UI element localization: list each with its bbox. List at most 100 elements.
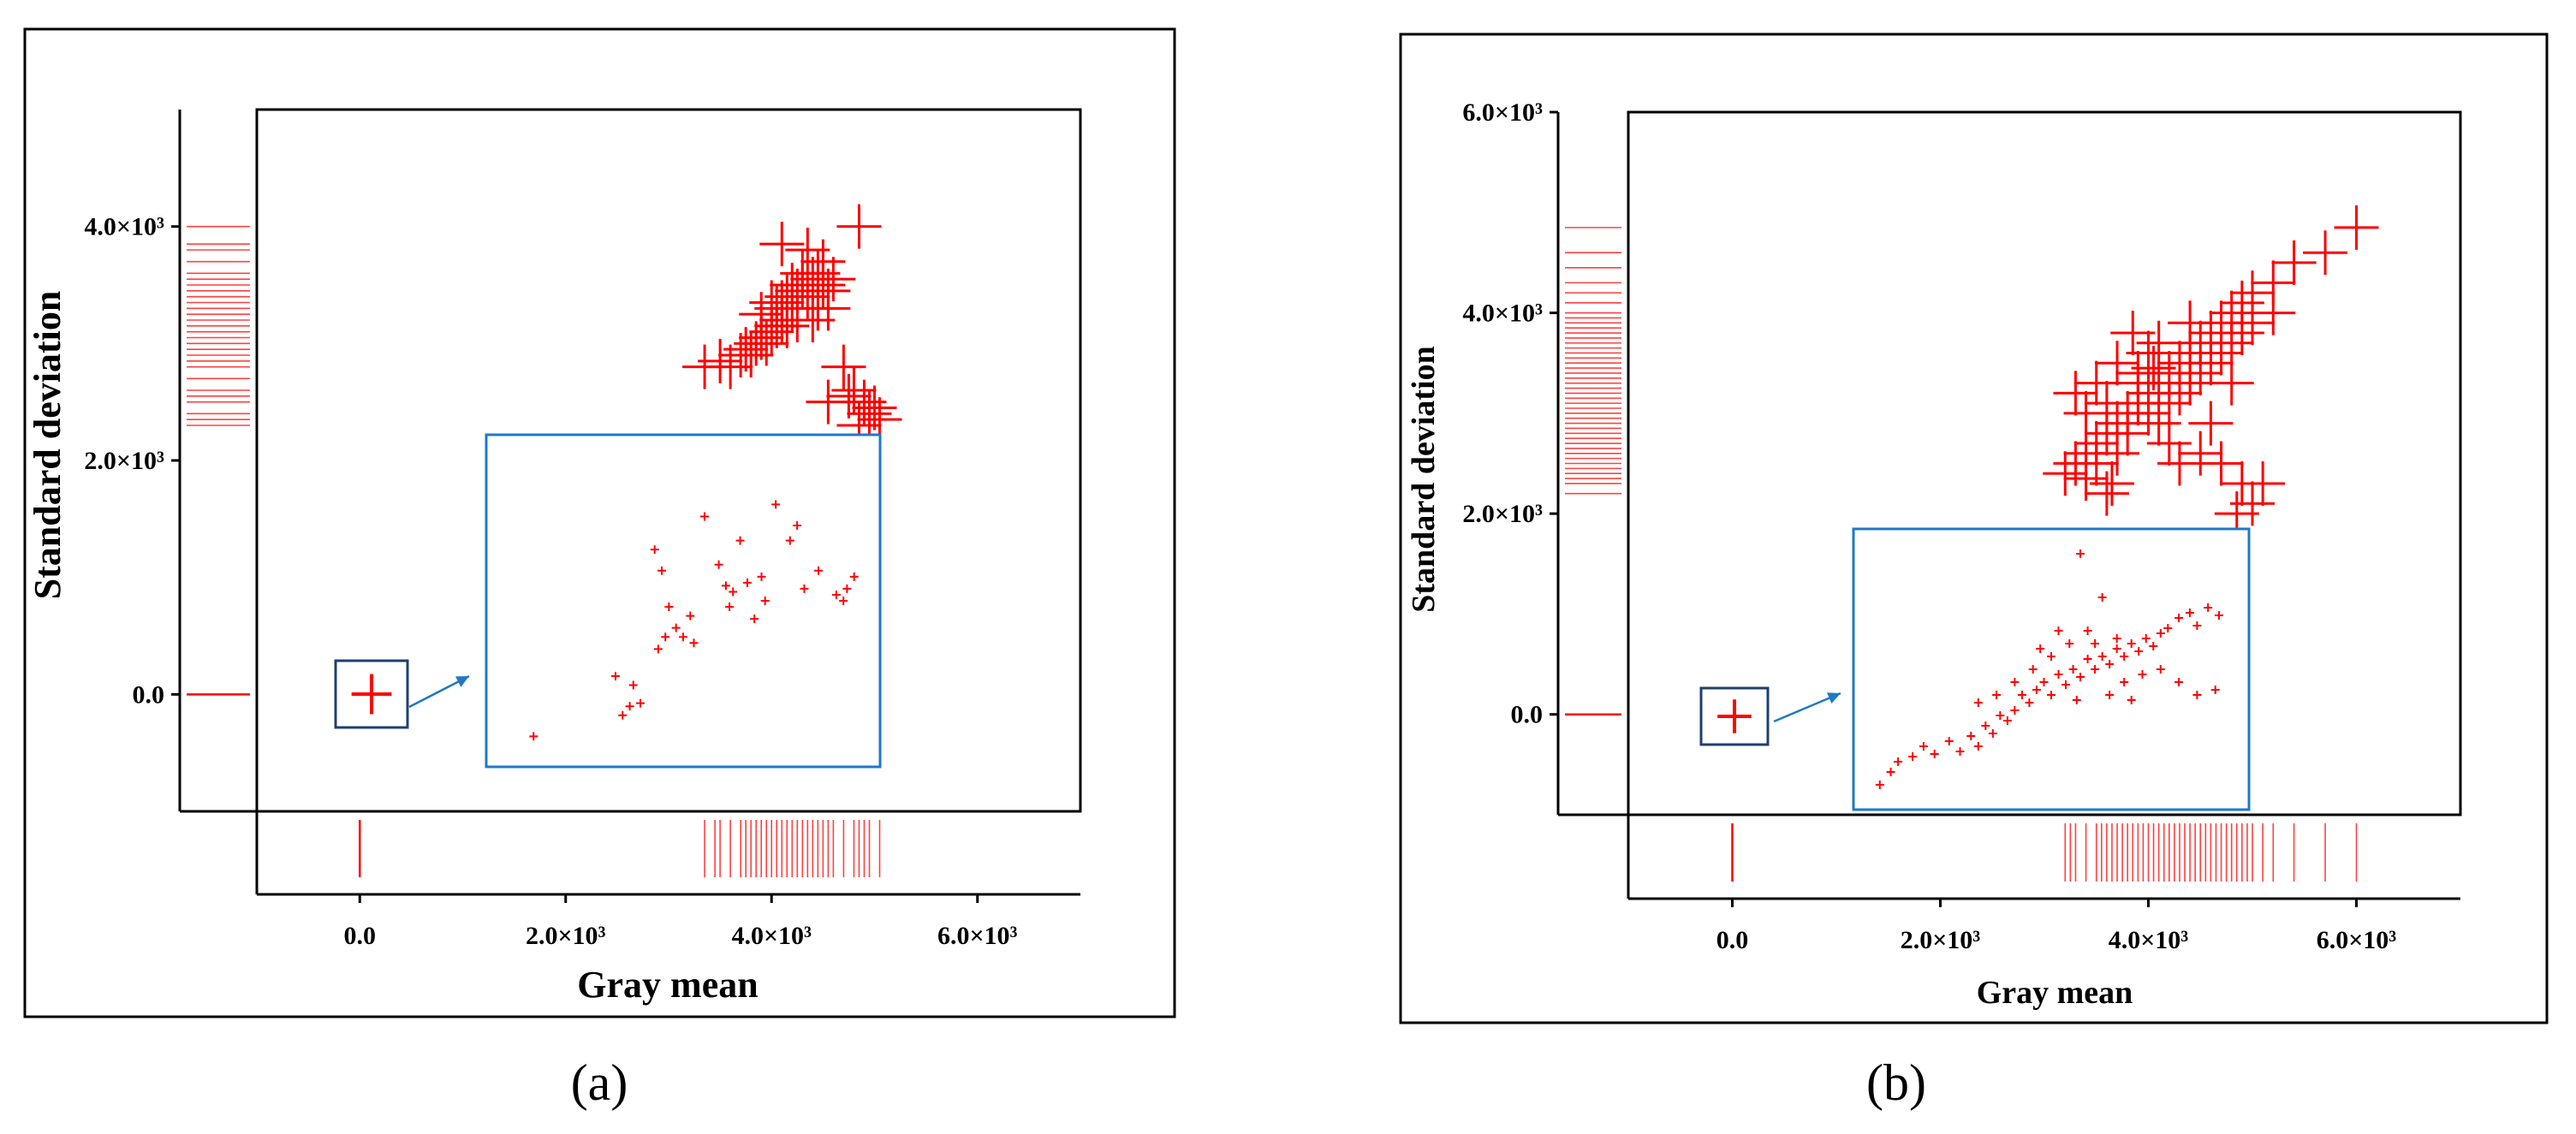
- panel-a-point: [811, 257, 856, 302]
- panel-b-inset-point: [2076, 549, 2085, 558]
- panel-b-border: [1399, 33, 2549, 1024]
- panel-a-origin-point: [351, 674, 392, 715]
- panel-b-inset-point: [2174, 614, 2184, 622]
- panel-a-point: [852, 385, 897, 430]
- panel-b-inset-point: [2138, 670, 2147, 679]
- panel-a-point: [826, 373, 872, 419]
- panel-b-inset-point: [2039, 678, 2049, 686]
- panel-a-inset-point: [785, 536, 794, 545]
- panel-a-point: [821, 344, 866, 389]
- panel-a-plot: 0.0 2.0×10³ 4.0×10³ 0.0 2.0×10³ 4.0×10³ 6.0×10…: [84, 108, 1082, 950]
- panel-b-inset-point: [2002, 716, 2012, 725]
- panel-b-inset-point: [2091, 665, 2100, 674]
- panel-a-inset-point: [625, 702, 634, 711]
- panel-b-y-tick-label: 4.0×10³: [1462, 300, 1543, 328]
- panel-a-inset-point: [771, 500, 781, 509]
- panel-b-y-tick-label: 0.0: [1511, 701, 1544, 729]
- panel-a-inset-point: [793, 521, 802, 530]
- panel-b-point: [2146, 381, 2192, 426]
- panel-b-inset-point: [2054, 626, 2063, 635]
- panel-b-inset-point: [1966, 732, 1976, 740]
- panel-a-x-tick-label: 6.0×10³: [937, 922, 1018, 950]
- panel-b-point: [2198, 330, 2244, 376]
- panel-a-inset-point: [725, 603, 735, 612]
- panel-b-inset-point: [2036, 644, 2045, 653]
- panel-b: 0.0 2.0×10³ 4.0×10³ 6.0×10³ 0.0 2.0×10³ 4.0×10…: [1399, 33, 2549, 1111]
- panel-a-point: [698, 338, 743, 383]
- panel-b-point: [2178, 430, 2223, 476]
- panel-b-point: [2095, 430, 2140, 476]
- panel-b-y-axis-title: Standard deviation: [1406, 346, 1442, 612]
- panel-b-point: [2089, 460, 2134, 506]
- panel-a-inset-point: [721, 581, 730, 591]
- panel-a-point: [806, 379, 851, 425]
- panel-b-point: [2131, 346, 2176, 391]
- panel-a-x-tick-label: 4.0×10³: [731, 922, 812, 950]
- panel-b-point: [2157, 371, 2202, 416]
- panel-b-inset-point: [2134, 647, 2144, 656]
- panel-a-point: [744, 321, 789, 366]
- panel-a-point: [847, 391, 892, 436]
- panel-a-inset-point: [628, 680, 638, 690]
- panel-b-inset-point: [2149, 642, 2158, 650]
- panel-a-inset-point: [750, 614, 759, 624]
- panel-b-inset-point: [2061, 680, 2071, 689]
- panel-b-inset-point: [2214, 611, 2223, 620]
- panel-b-inset-point: [2091, 639, 2100, 648]
- panel-b-x-axis-title: Gray mean: [1977, 975, 2133, 1011]
- panel-b-point: [2136, 320, 2181, 365]
- panel-a-x-tick-label: 0.0: [344, 922, 377, 950]
- panel-b-inset-point: [2120, 652, 2129, 661]
- panel-b-inset-point: [2185, 609, 2194, 617]
- panel-b-inset-point: [2156, 665, 2165, 674]
- panel-b-point: [2168, 360, 2213, 406]
- panel-b-point: [2219, 311, 2264, 356]
- panel-a-inset-point: [839, 597, 848, 605]
- panel-a-x-tick-label: 2.0×10³: [526, 922, 606, 950]
- panel-b-point: [2084, 381, 2129, 426]
- panel-a-inset-point: [849, 572, 859, 581]
- panel-b-inset-point: [2105, 691, 2115, 699]
- panel-b-x-tick-label: 2.0×10³: [1901, 926, 1981, 954]
- panel-b-inset-box: [1852, 527, 2251, 811]
- panel-b-inset-point: [2068, 665, 2078, 674]
- panel-b-point: [2146, 421, 2192, 466]
- panel-a-inset-point: [842, 584, 852, 593]
- panel-b-point: [2084, 471, 2129, 516]
- panel-b-inset-point: [2210, 686, 2220, 694]
- panel-b-point: [2198, 441, 2244, 486]
- panel-a-point: [780, 251, 825, 296]
- panel-a-caption: (a): [571, 1054, 628, 1111]
- panel-a-inset-point: [689, 638, 699, 648]
- panel-b-inset-point: [2083, 655, 2092, 663]
- panel-b-inset-point: [2047, 652, 2055, 661]
- panel-b-inset-point: [2076, 673, 2085, 681]
- panel-b-inset-point: [1930, 750, 1939, 758]
- panel-b-point: [2188, 401, 2234, 446]
- panel-b-inset-point: [2127, 696, 2136, 704]
- panel-a-inset-point: [757, 572, 766, 581]
- panel-b-plot: 0.0 2.0×10³ 4.0×10³ 6.0×10³ 0.0 2.0×10³ 4.0×10…: [1462, 98, 2462, 954]
- panel-a-plot-frame: [255, 108, 1082, 813]
- panel-a-point: [770, 263, 815, 307]
- panel-b-inset-point: [2192, 691, 2202, 699]
- panel-b-inset-point: [2105, 660, 2115, 668]
- panel-b-x-tick-label: 4.0×10³: [2109, 926, 2189, 954]
- panel-b-inset-point: [2174, 678, 2184, 686]
- panel-b-inset-point: [2120, 678, 2129, 686]
- panel-b-x-tick-label: 6.0×10³: [2317, 926, 2397, 954]
- panel-a-inset-point: [742, 578, 752, 587]
- panel-a-y-tick-label: 4.0×10³: [84, 213, 164, 241]
- panel-b-point: [2073, 360, 2119, 406]
- panel-b-inset-point: [1988, 729, 1997, 738]
- panel-b-origin-box: [1699, 686, 1770, 746]
- panel-b-point: [2209, 320, 2254, 365]
- panel-b-inset-point: [2112, 634, 2121, 643]
- panel-a-inset-point: [618, 710, 628, 720]
- panel-b-inset-point: [2010, 678, 2020, 686]
- panel-b-inset-point: [1992, 691, 2002, 699]
- panel-b-inset-point: [2025, 698, 2034, 707]
- panel-b-inset-point: [1981, 721, 1990, 730]
- panel-b-inset-point: [1919, 742, 1928, 751]
- panel-a-inset-point: [760, 597, 770, 605]
